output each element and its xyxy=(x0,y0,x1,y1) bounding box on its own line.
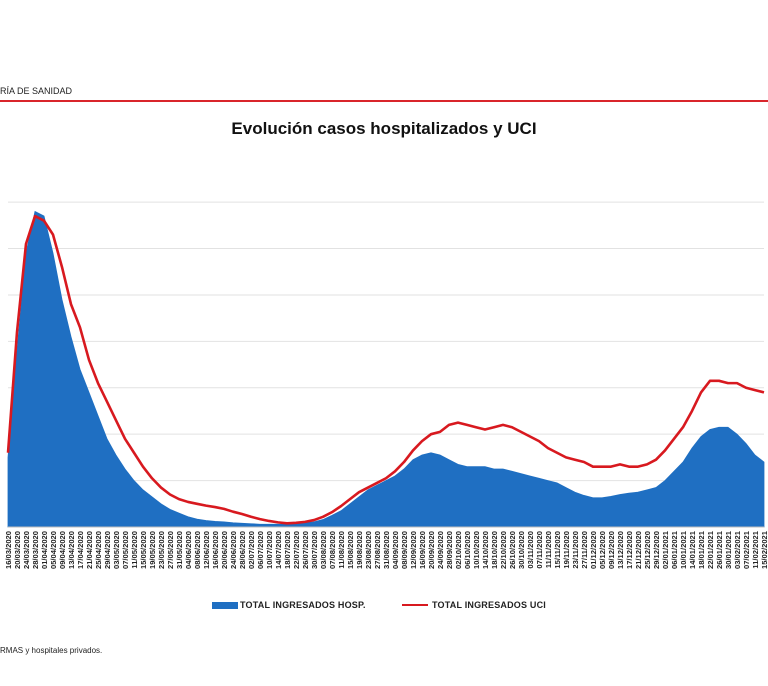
chart-title: Evolución casos hospitalizados y UCI xyxy=(231,119,537,138)
x-tick-label: 23/08/2020 xyxy=(364,531,373,569)
x-tick-label: 10/01/2021 xyxy=(679,530,688,569)
x-tick-label: 03/11/2020 xyxy=(526,531,535,569)
x-tick-label: 17/12/2020 xyxy=(625,531,634,569)
x-tick-label: 24/06/2020 xyxy=(229,531,238,569)
x-tick-label: 07/05/2020 xyxy=(121,531,130,569)
x-tick-label: 25/04/2020 xyxy=(94,531,103,569)
x-tick-label: 06/10/2020 xyxy=(463,531,472,569)
x-tick-label: 31/08/2020 xyxy=(382,531,391,569)
x-tick-label: 05/04/2020 xyxy=(49,531,58,569)
x-tick-label: 15/11/2020 xyxy=(553,531,562,569)
x-tick-label: 05/12/2020 xyxy=(598,531,607,569)
x-tick-label: 15/02/2021 xyxy=(760,530,768,569)
x-tick-label: 02/10/2020 xyxy=(454,531,463,569)
x-tick-label: 04/06/2020 xyxy=(184,531,193,569)
x-tick-label: 15/08/2020 xyxy=(346,531,355,569)
x-tick-label: 07/08/2020 xyxy=(328,531,337,569)
x-tick-label: 03/08/2020 xyxy=(319,531,328,569)
x-tick-label: 13/04/2020 xyxy=(67,531,76,569)
x-tick-label: 22/07/2020 xyxy=(292,531,301,569)
x-tick-label: 22/01/2021 xyxy=(706,530,715,569)
x-tick-label: 24/03/2020 xyxy=(22,531,31,569)
x-tick-label: 11/05/2020 xyxy=(130,531,139,569)
x-tick-label: 30/10/2020 xyxy=(517,531,526,569)
x-tick-label: 26/01/2021 xyxy=(715,530,724,569)
x-tick-label: 08/09/2020 xyxy=(400,531,409,569)
x-tick-label: 16/03/2020 xyxy=(4,531,13,569)
x-tick-label: 31/05/2020 xyxy=(175,531,184,569)
x-tick-label: 19/08/2020 xyxy=(355,531,364,569)
x-tick-label: 14/01/2021 xyxy=(688,530,697,569)
x-tick-label: 17/04/2020 xyxy=(76,531,85,569)
x-tick-label: 23/11/2020 xyxy=(571,531,580,569)
x-tick-label: 09/12/2020 xyxy=(607,531,616,569)
x-tick-label: 18/01/2021 xyxy=(697,530,706,569)
x-tick-label: 30/01/2021 xyxy=(724,530,733,569)
x-tick-label: 06/01/2021 xyxy=(670,530,679,569)
x-tick-label: 27/11/2020 xyxy=(580,531,589,569)
x-tick-label: 11/08/2020 xyxy=(337,531,346,569)
legend-swatch-hosp xyxy=(212,601,238,609)
x-tick-label: 13/12/2020 xyxy=(616,531,625,569)
x-tick-label: 11/11/2020 xyxy=(544,531,553,568)
x-tick-label: 18/10/2020 xyxy=(490,531,499,569)
x-tick-label: 21/04/2020 xyxy=(85,531,94,569)
x-tick-label: 28/09/2020 xyxy=(445,531,454,569)
x-tick-label: 09/04/2020 xyxy=(58,531,67,569)
x-tick-label: 23/05/2020 xyxy=(157,531,166,569)
area-series-hosp xyxy=(7,210,765,528)
x-tick-label: 20/03/2020 xyxy=(13,531,22,569)
x-tick-label: 02/07/2020 xyxy=(247,531,256,569)
x-tick-label: 06/07/2020 xyxy=(256,531,265,569)
x-tick-label: 07/11/2020 xyxy=(535,531,544,569)
x-tick-label: 10/10/2020 xyxy=(472,531,481,569)
x-tick-label: 20/09/2020 xyxy=(427,531,436,569)
x-tick-label: 28/03/2020 xyxy=(31,531,40,569)
x-tick-label: 12/06/2020 xyxy=(202,531,211,569)
source-header: RÍA DE SANIDAD xyxy=(0,86,73,96)
x-tick-label: 30/07/2020 xyxy=(310,531,319,569)
legend-item-uci: TOTAL INGRESADOS UCI xyxy=(402,600,546,610)
footnote: RMAS y hospitales privados. xyxy=(0,646,103,655)
x-tick-label: 29/04/2020 xyxy=(103,531,112,569)
legend-swatch-uci xyxy=(402,604,428,606)
x-tick-label: 15/05/2020 xyxy=(139,531,148,569)
x-tick-label: 12/09/2020 xyxy=(409,531,418,569)
x-tick-label: 27/05/2020 xyxy=(166,531,175,569)
x-tick-label: 26/10/2020 xyxy=(508,531,517,569)
x-tick-label: 01/04/2020 xyxy=(40,531,49,569)
x-tick-label: 19/05/2020 xyxy=(148,531,157,569)
x-tick-label: 18/07/2020 xyxy=(283,531,292,569)
header-rule xyxy=(0,100,768,102)
x-tick-label: 16/06/2020 xyxy=(211,531,220,569)
x-tick-label: 11/02/2021 xyxy=(751,530,760,568)
x-tick-label: 02/01/2021 xyxy=(661,530,670,569)
x-tick-label: 03/02/2021 xyxy=(733,530,742,569)
x-tick-label: 29/12/2020 xyxy=(652,531,661,569)
x-tick-label: 04/09/2020 xyxy=(391,531,400,569)
x-tick-label: 07/02/2021 xyxy=(742,530,751,569)
x-tick-label: 14/10/2020 xyxy=(481,531,490,569)
x-tick-label: 08/06/2020 xyxy=(193,531,202,569)
x-tick-label: 24/09/2020 xyxy=(436,531,445,569)
x-tick-label: 20/06/2020 xyxy=(220,531,229,569)
legend-label-hosp: TOTAL INGRESADOS HOSP. xyxy=(240,600,366,610)
x-tick-label: 22/10/2020 xyxy=(499,531,508,569)
x-tick-label: 19/11/2020 xyxy=(562,531,571,569)
x-tick-label: 28/06/2020 xyxy=(238,531,247,569)
legend-item-hosp: TOTAL INGRESADOS HOSP. xyxy=(212,600,366,610)
x-tick-label: 16/09/2020 xyxy=(418,531,427,569)
x-tick-label: 26/07/2020 xyxy=(301,531,310,569)
x-tick-label: 25/12/2020 xyxy=(643,531,652,569)
chart-legend: TOTAL INGRESADOS HOSP. TOTAL INGRESADOS … xyxy=(0,600,768,620)
legend-label-uci: TOTAL INGRESADOS UCI xyxy=(432,600,547,610)
line-series-uci xyxy=(6,214,765,525)
x-tick-label: 14/07/2020 xyxy=(274,531,283,569)
x-tick-label: 01/12/2020 xyxy=(589,531,598,569)
x-tick-label: 10/07/2020 xyxy=(265,531,274,569)
x-tick-label: 27/08/2020 xyxy=(373,531,382,569)
x-tick-label: 03/05/2020 xyxy=(112,531,121,569)
x-tick-label: 21/12/2020 xyxy=(634,531,643,569)
